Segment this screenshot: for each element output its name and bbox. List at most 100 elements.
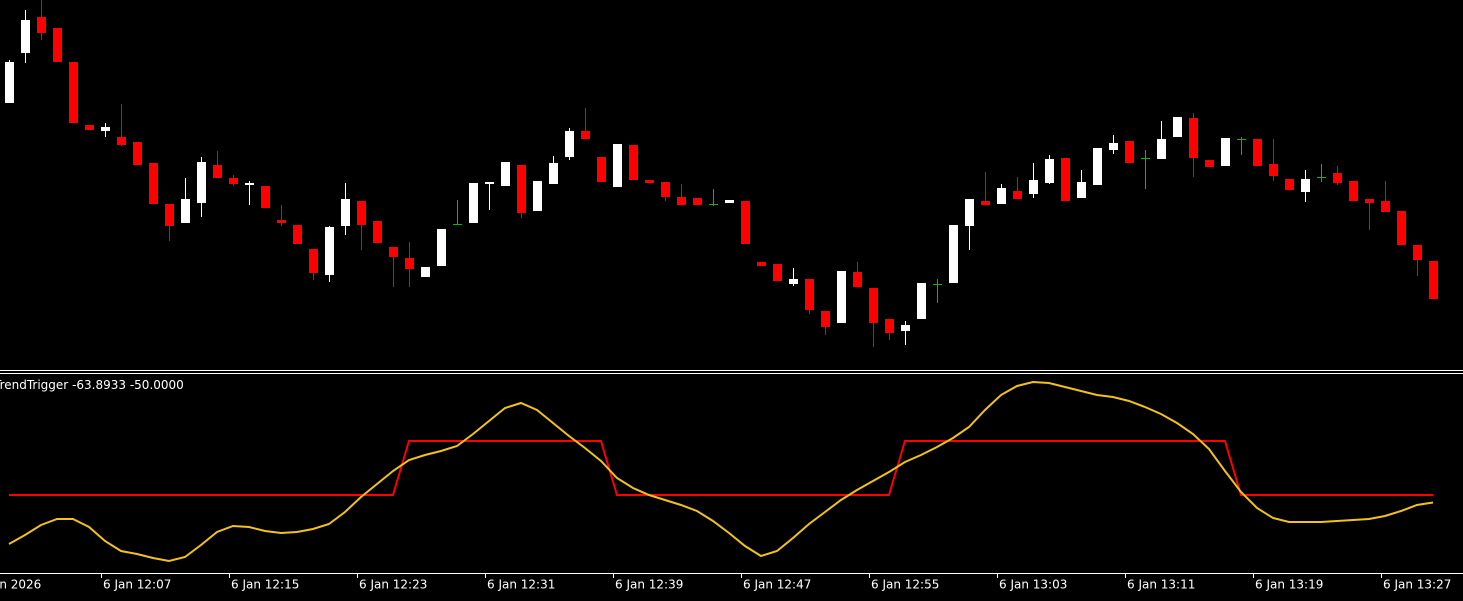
x-tick-label: 6 Jan 12:15 (231, 578, 299, 592)
candle-body (149, 163, 158, 204)
candle-body (645, 180, 654, 183)
candle-body (1349, 181, 1358, 201)
candle-body (597, 157, 606, 182)
candle-body (1077, 182, 1086, 198)
indicator-line (9, 440, 1433, 496)
candle-body (469, 183, 478, 223)
x-tick-label: 6 Jan 13:27 (1383, 578, 1451, 592)
candle-body (741, 201, 750, 244)
candle-body (533, 181, 542, 211)
candle-body (885, 319, 894, 333)
candle-body (373, 221, 382, 243)
candle-body (117, 137, 126, 145)
x-tick-label: 6 Jan 12:23 (359, 578, 427, 592)
candle-body (437, 229, 446, 266)
candle-body (1429, 261, 1438, 299)
candle-body (293, 225, 302, 244)
candle-body (405, 258, 414, 269)
candle-body (725, 200, 734, 203)
candle-body (757, 262, 766, 266)
candle-body (37, 17, 46, 33)
candle-body (1093, 148, 1102, 185)
candle-body (277, 220, 286, 223)
candle-body (197, 162, 206, 203)
candle-body (245, 183, 254, 185)
x-tick-label: 6 Jan 13:11 (1127, 578, 1195, 592)
indicator-line (8, 380, 1434, 563)
candle-body (677, 197, 686, 205)
candle-body (661, 182, 670, 197)
indicator-legend: TrendTrigger -63.8933 -50.0000 (0, 378, 184, 392)
candle-body (133, 142, 142, 165)
candle-body (389, 247, 398, 257)
candle-body (981, 201, 990, 205)
indicator-value: -63.8933 (72, 378, 126, 392)
candle-body (581, 131, 590, 139)
candle-body (997, 188, 1006, 204)
candle-body (1125, 141, 1134, 163)
candle-body (1029, 180, 1038, 194)
x-tick-label: 6 Jan 12:47 (743, 578, 811, 592)
candle-body (1413, 245, 1422, 260)
candle-body (101, 127, 110, 131)
candle-body (21, 20, 30, 53)
indicator-name: TrendTrigger (0, 378, 68, 392)
candle-body (309, 249, 318, 273)
candle-body (261, 186, 270, 208)
x-tick-label: 6 Jan 12:55 (871, 578, 939, 592)
candle-body (901, 325, 910, 331)
candle-body (325, 227, 334, 275)
candle-body (1013, 191, 1022, 199)
candle-body (917, 283, 926, 319)
x-start-label: 6 Jan 2026 (0, 578, 41, 592)
candle-body (613, 144, 622, 187)
candle-body (1365, 199, 1374, 203)
candle-body (69, 62, 78, 123)
candle-body (1045, 159, 1054, 183)
candle-body (53, 28, 62, 62)
candle-body (165, 204, 174, 226)
candle-body (5, 62, 14, 103)
candle-body (1397, 211, 1406, 245)
candle-body (869, 288, 878, 323)
candle-body (789, 279, 798, 284)
candle-body (629, 145, 638, 180)
candle-body (213, 165, 222, 178)
candle-body (565, 131, 574, 157)
x-tick-label: 6 Jan 12:31 (487, 578, 555, 592)
candle-body (549, 163, 558, 184)
candle-body (421, 267, 430, 277)
candle-body (1269, 164, 1278, 176)
x-tick-label: 6 Jan 12:39 (615, 578, 683, 592)
candle-body (821, 311, 830, 327)
candle-body (1253, 139, 1262, 166)
candle-body (357, 201, 366, 225)
candle-body (485, 182, 494, 184)
candle-body (1189, 118, 1198, 158)
candle-body (773, 264, 782, 281)
candle-body (1157, 139, 1166, 159)
candle-body (1061, 158, 1070, 201)
candle-body (1205, 160, 1214, 167)
candle-body (1221, 138, 1230, 166)
candle-body (1333, 173, 1342, 183)
candle-body (837, 271, 846, 323)
indicator-value: -50.0000 (130, 378, 184, 392)
candle-body (853, 272, 862, 287)
candle-body (1301, 179, 1310, 192)
candle-body (85, 125, 94, 130)
candle-body (805, 279, 814, 310)
candle-body (965, 199, 974, 226)
candle-body (1381, 201, 1390, 212)
x-tick-label: 6 Jan 13:19 (1255, 578, 1323, 592)
candle-body (1173, 117, 1182, 137)
candle-body (517, 165, 526, 213)
candle-body (341, 199, 350, 226)
x-tick-label: 6 Jan 12:07 (103, 578, 171, 592)
candle-body (229, 178, 238, 184)
candle-body (501, 162, 510, 186)
candle-body (693, 198, 702, 205)
